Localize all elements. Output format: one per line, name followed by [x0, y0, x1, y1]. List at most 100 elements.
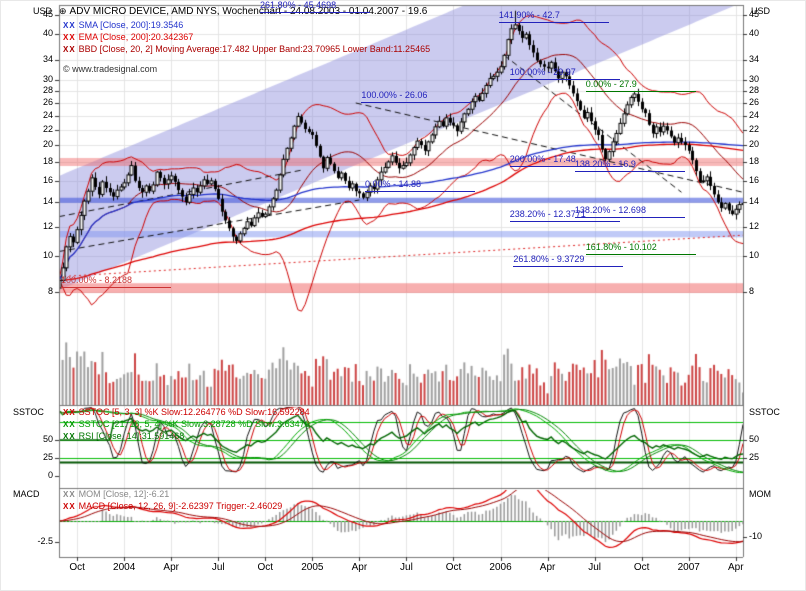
- sstoc-legend-item[interactable]: XX SSTOC [5, 3, 3] %K Slow:12.264776 %D S…: [63, 407, 310, 418]
- macd-tick-label: -2.5: [37, 536, 53, 546]
- x-axis-tick-label: Oct: [69, 562, 85, 573]
- chart-title-text: ADV MICRO DEVICE, AMD NYS, Wochenchart -…: [69, 6, 428, 17]
- indicator-toggle-icon[interactable]: XX: [63, 408, 76, 417]
- y-axis-tick-label: 28: [749, 85, 760, 96]
- fib-level-label[interactable]: 0.00% - 14.88: [365, 180, 475, 193]
- y-axis-tick-label: 12: [749, 220, 760, 231]
- y-axis-unit-left: USD: [33, 6, 53, 16]
- y-axis-tick-label: 10: [42, 250, 53, 261]
- watermark: © www.tradesignal.com: [63, 64, 158, 74]
- y-axis-tick-label: 45: [749, 9, 760, 19]
- y-axis-tick-label: 45: [42, 9, 53, 19]
- y-axis-tick-label: 28: [42, 85, 53, 96]
- y-axis-tick-label: 26: [42, 96, 53, 107]
- x-axis-tick-label: Apr: [163, 562, 179, 573]
- y-axis-tick-label: 30: [749, 74, 760, 85]
- y-axis-tick-label: 20: [749, 139, 760, 150]
- y-axis-tick-label: 26: [749, 96, 760, 107]
- y-axis-tick-label: 18: [42, 155, 53, 166]
- indicator-toggle-icon[interactable]: XX: [63, 420, 76, 429]
- indicator-legend-text: SSTOC [21, 16, 5, 4] %K Slow:3.28728 %D …: [78, 419, 310, 429]
- fib-level-label[interactable]: 141.90% - 42.7: [498, 10, 609, 24]
- macd-legend-item[interactable]: XX MACD [Close, 12, 26, 9]:-2.62397 Trigg…: [63, 501, 283, 512]
- fib-level-label[interactable]: 100.00% - 29.97: [509, 67, 620, 81]
- y-axis-unit-right: USD: [751, 6, 771, 16]
- macd-pane-label-right: MOM: [749, 489, 771, 499]
- fib-level-label[interactable]: 261.80% - 9.3729: [513, 254, 624, 267]
- sstoc-legend-item[interactable]: XX RSI [Close, 14]:31.591468: [63, 431, 185, 442]
- x-axis-tick-label: Jul: [211, 562, 225, 573]
- indicator-legend-text: SSTOC [5, 3, 3] %K Slow:12.264776 %D Slo…: [78, 407, 310, 417]
- indicator-toggle-icon[interactable]: XX: [63, 21, 76, 30]
- indicator-legend-text: RSI [Close, 14]:31.591468: [78, 431, 185, 441]
- y-axis-tick-label: 12: [42, 220, 53, 231]
- indicator-legend-text: BBD [Close, 20, 2] Moving Average:17.482…: [78, 44, 431, 54]
- fib-level-label[interactable]: 238.20% - 12.3771: [509, 209, 620, 222]
- indicator-toggle-icon[interactable]: XX: [63, 490, 76, 499]
- indicator-legend-text: SMA [Close, 200]:19.3546: [78, 20, 184, 30]
- sstoc-pane-label-left: SSTOC: [13, 407, 44, 417]
- y-axis-tick-label: 14: [42, 196, 53, 207]
- y-axis-tick-label: 22: [749, 123, 760, 134]
- fib-level-label[interactable]: 100.00% - 8.2188: [61, 275, 171, 288]
- y-axis-tick-label: 10: [749, 250, 760, 261]
- y-axis-tick-label: 14: [749, 196, 760, 207]
- y-axis-tick-label: 8: [749, 286, 755, 296]
- instrument-icon: ⊕: [59, 6, 67, 16]
- y-axis-tick-label: 16: [749, 174, 760, 185]
- mom-tick-label: -10: [749, 531, 763, 541]
- sstoc-legend-item[interactable]: XX SSTOC [21, 16, 5, 4] %K Slow:3.28728 %…: [63, 419, 310, 430]
- y-axis-tick-label: 16: [42, 174, 53, 185]
- x-axis-tick-label: Oct: [633, 562, 650, 573]
- x-axis-tick-label: Oct: [257, 562, 274, 573]
- chart-title: ⊕ ADV MICRO DEVICE, AMD NYS, Wochenchart …: [59, 6, 427, 17]
- fib-level-label[interactable]: 100.00% - 26.06: [361, 90, 472, 103]
- indicator-legend-text: MOM [Close, 12]:-6.21: [78, 489, 170, 499]
- fib-level-label[interactable]: 200.00% - 17.48: [509, 154, 620, 167]
- sstoc-tick-label: 25: [749, 452, 760, 462]
- fib-level-label[interactable]: 138.20% - 16.9: [574, 159, 685, 173]
- x-axis-tick-label: Apr: [727, 562, 744, 573]
- y-axis-tick-label: 40: [42, 27, 53, 38]
- indicator-toggle-icon[interactable]: XX: [63, 502, 76, 511]
- sstoc-tick-label: 25: [42, 452, 53, 462]
- fib-level-label[interactable]: 138.20% - 12.698: [574, 205, 685, 218]
- y-axis-tick-label: 40: [749, 27, 760, 38]
- x-axis-tick-label: Apr: [351, 562, 368, 573]
- y-axis-tick-label: 34: [42, 53, 53, 64]
- x-axis-tick-label: 2004: [113, 562, 136, 573]
- x-axis-tick-label: Jul: [400, 562, 413, 573]
- x-axis-tick-label: 2006: [489, 562, 512, 573]
- x-axis-tick-label: Oct: [445, 562, 462, 573]
- sstoc-tick-label: 50: [42, 434, 53, 444]
- y-axis-tick-label: 8: [47, 286, 53, 296]
- y-axis-tick-label: 22: [42, 123, 53, 134]
- y-axis-tick-label: 24: [749, 109, 760, 120]
- x-axis-tick-label: 2005: [301, 562, 324, 573]
- y-axis-tick-label: 30: [42, 74, 53, 85]
- indicator-toggle-icon[interactable]: XX: [63, 45, 76, 54]
- y-axis-tick-label: 34: [749, 53, 760, 64]
- y-axis-tick-label: 20: [42, 139, 53, 150]
- macd-pane-label-left: MACD: [13, 489, 40, 499]
- fib-level-label[interactable]: 261.80% - 45.4698: [260, 1, 371, 14]
- sstoc-tick-label: 50: [749, 434, 760, 444]
- y-axis-tick-label: 18: [749, 155, 760, 166]
- x-axis-tick-label: 2007: [677, 562, 700, 573]
- main-legend-item[interactable]: XX BBD [Close, 20, 2] Moving Average:17.4…: [63, 44, 431, 55]
- macd-legend-item[interactable]: XX MOM [Close, 12]:-6.21: [63, 489, 170, 500]
- main-legend-item[interactable]: XX EMA [Close, 200]:20.342367: [63, 32, 194, 43]
- main-legend-item[interactable]: XX SMA [Close, 200]:19.3546: [63, 20, 184, 31]
- x-axis-tick-label: Jul: [588, 562, 601, 573]
- indicator-toggle-icon[interactable]: XX: [63, 432, 76, 441]
- sstoc-tick-label: 0: [47, 470, 53, 480]
- indicator-legend-text: MACD [Close, 12, 26, 9]:-2.62397 Trigger…: [78, 501, 283, 511]
- sstoc-pane-label-right: SSTOC: [749, 407, 780, 417]
- y-axis-tick-label: 24: [42, 109, 53, 120]
- fib-level-label[interactable]: 161.80% - 10.102: [585, 242, 696, 255]
- indicator-legend-text: EMA [Close, 200]:20.342367: [78, 32, 194, 42]
- fib-level-label[interactable]: 0.00% - 27.9: [585, 79, 696, 92]
- indicator-toggle-icon[interactable]: XX: [63, 33, 76, 42]
